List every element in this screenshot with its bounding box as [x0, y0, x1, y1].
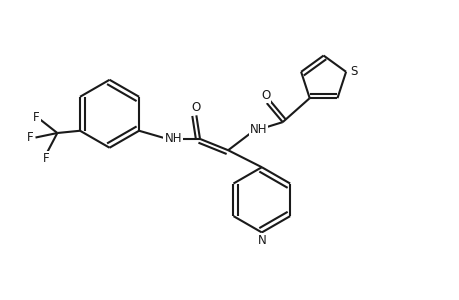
Text: N: N: [257, 234, 266, 247]
Text: F: F: [33, 111, 39, 124]
Text: F: F: [27, 131, 34, 144]
Text: NH: NH: [249, 123, 267, 136]
Text: O: O: [261, 89, 270, 102]
Text: NH: NH: [164, 132, 181, 146]
Text: F: F: [43, 152, 49, 165]
Text: S: S: [350, 65, 357, 78]
Text: O: O: [191, 101, 201, 114]
